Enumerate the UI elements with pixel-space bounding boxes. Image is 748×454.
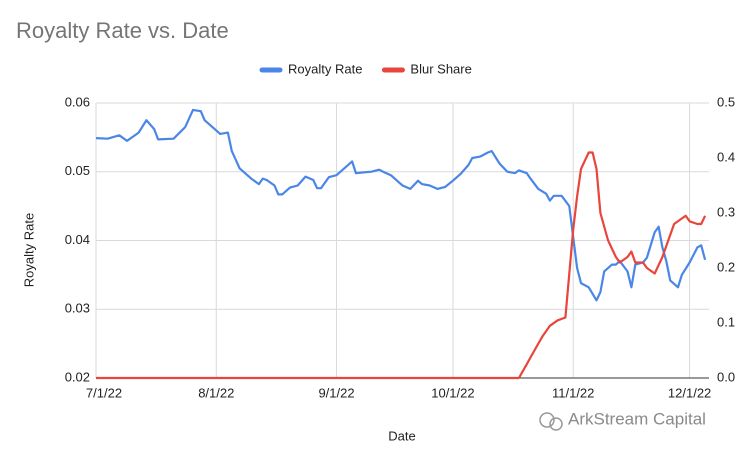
y2-tick-label: 0.4 (717, 149, 735, 164)
y2-tick-label: 0.1 (717, 314, 735, 329)
x-tick-label: 10/1/22 (431, 385, 474, 400)
legend-label: Royalty Rate (288, 61, 362, 76)
legend-item: Blur Share (381, 61, 472, 76)
x-axis-label: Date (388, 428, 415, 443)
legend-label: Blur Share (410, 61, 471, 76)
y2-tick-label: 0.5 (717, 94, 735, 109)
y-tick-label: 0.02 (65, 369, 90, 384)
series-line (95, 108, 707, 302)
y2-tick-label: 0.2 (717, 259, 735, 274)
watermark-text: ArkStream Capital (568, 409, 706, 428)
x-tick-label: 9/1/22 (318, 385, 354, 400)
watermark-icon (549, 417, 563, 431)
x-tick-label: 11/1/22 (552, 385, 594, 400)
legend-item: Royalty Rate (259, 61, 362, 76)
watermark: ArkStream Capital (539, 409, 706, 431)
y-tick-label: 0.03 (65, 301, 90, 316)
chart-title: Royalty Rate vs. Date (16, 18, 229, 43)
y-tick-label: 0.06 (65, 94, 90, 109)
x-tick-label: 12/1/22 (668, 385, 711, 400)
watermark-icon (539, 412, 555, 428)
y-axis-label: Royalty Rate (21, 213, 36, 287)
y-tick-label: 0.05 (65, 163, 90, 178)
series-line (96, 151, 707, 380)
x-tick-label: 7/1/22 (86, 385, 122, 400)
y2-tick-label: 0.3 (717, 204, 735, 219)
y2-tick-label: 0.0 (717, 369, 735, 384)
x-tick-label: 8/1/22 (198, 385, 234, 400)
y-tick-label: 0.04 (65, 232, 90, 247)
